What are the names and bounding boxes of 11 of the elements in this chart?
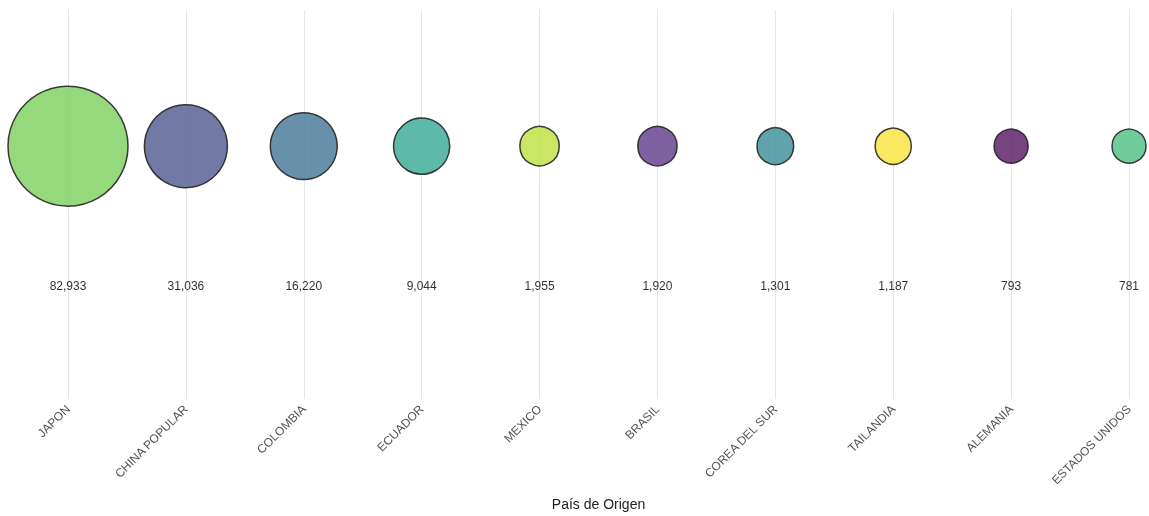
data-label: 1,955 bbox=[524, 279, 555, 294]
data-label: 1,920 bbox=[642, 279, 673, 294]
data-label: 1,301 bbox=[760, 279, 791, 294]
text: País de Origen bbox=[551, 496, 646, 512]
data-label: 781 bbox=[1118, 279, 1140, 294]
data-label: 793 bbox=[1001, 279, 1022, 294]
data-label: 1,187 bbox=[878, 279, 909, 294]
data-label: 82,933 bbox=[49, 279, 87, 294]
data-label: 31,036 bbox=[167, 279, 205, 294]
data-label: 9,044 bbox=[406, 279, 438, 294]
data-label: 16,220 bbox=[285, 279, 323, 294]
